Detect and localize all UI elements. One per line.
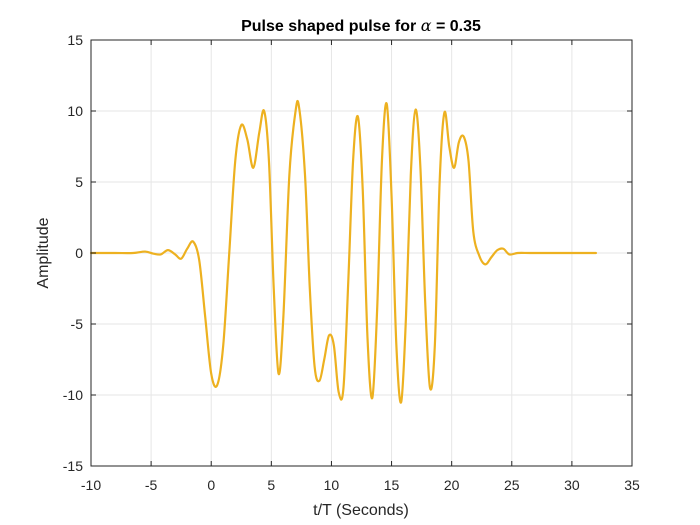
x-tick-label: -10 — [81, 477, 101, 493]
x-tick-labels: -10 -5 0 5 10 15 20 25 30 35 — [81, 477, 640, 493]
x-tick-label: 0 — [207, 477, 215, 493]
x-tick-label: 25 — [504, 477, 520, 493]
x-tick-label: 5 — [267, 477, 275, 493]
alpha-symbol: α — [421, 16, 432, 35]
x-tick-label: 10 — [324, 477, 340, 493]
y-tick-label: 5 — [75, 174, 83, 190]
y-tick-label: -10 — [63, 387, 83, 403]
x-tick-label: 20 — [444, 477, 460, 493]
series-line — [89, 99, 598, 404]
y-tick-label: 15 — [67, 32, 83, 48]
y-tick-label: -15 — [63, 458, 83, 474]
x-tick-label: 30 — [564, 477, 580, 493]
tick-marks — [90, 39, 633, 467]
y-axis-label: Amplitude — [35, 217, 52, 288]
y-tick-label: -5 — [71, 316, 84, 332]
x-axis-label: t/T (Seconds) — [313, 502, 409, 519]
y-tick-label: 0 — [75, 245, 83, 261]
x-tick-label: 15 — [384, 477, 400, 493]
chart-title: Pulse shaped pulse for α = 0.35 — [241, 16, 481, 35]
chart-title-suffix: = 0.35 — [432, 18, 481, 35]
x-tick-label: 35 — [624, 477, 640, 493]
x-tick-label: -5 — [145, 477, 158, 493]
y-tick-label: 10 — [67, 103, 83, 119]
y-tick-labels: -15 -10 -5 0 5 10 15 — [63, 32, 83, 474]
chart-title-prefix: Pulse shaped pulse for — [241, 18, 421, 35]
